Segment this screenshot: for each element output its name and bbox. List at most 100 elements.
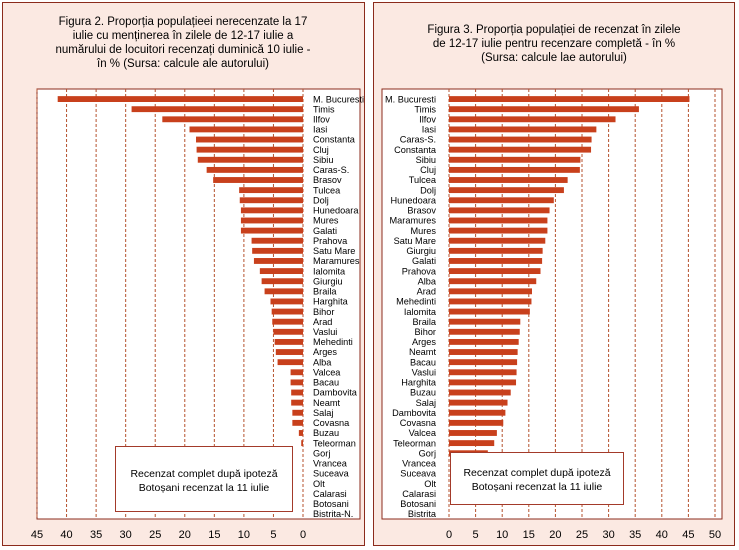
left-bar	[270, 298, 303, 305]
left-category-label: Gorj	[313, 448, 330, 458]
left-category-label: Vrancea	[313, 459, 348, 469]
right-category-label: Calarasi	[402, 489, 436, 499]
left-title-line-4: în % (Sursa: calcule ale autorului)	[97, 58, 269, 70]
left-x-tick-label: 45	[31, 529, 43, 541]
right-bar	[449, 318, 521, 325]
right-bar	[449, 156, 581, 163]
right-bar	[449, 187, 564, 194]
right-bar	[449, 328, 520, 335]
right-category-label: Buzau	[410, 388, 436, 398]
right-category-label: Neamt	[409, 347, 437, 357]
left-x-tick-label: 15	[208, 529, 220, 541]
left-category-label: Constanta	[313, 135, 356, 145]
right-x-tick-label: 10	[496, 529, 508, 541]
right-category-label: Arges	[412, 337, 436, 347]
right-bar	[449, 288, 532, 295]
right-title-line-2: de 12-17 iulie pentru recenzare completă…	[432, 38, 676, 50]
left-bar	[272, 318, 303, 325]
right-category-label: Galati	[412, 256, 436, 266]
left-bar	[264, 288, 303, 295]
left-category-label: Valcea	[313, 367, 341, 377]
right-category-label: Brasov	[407, 206, 436, 216]
left-bar	[240, 227, 303, 234]
right-category-label: Constanta	[394, 145, 437, 155]
left-bar	[259, 268, 303, 275]
left-legend-line-1: Recenzat complet după ipoteză	[130, 468, 278, 480]
right-title-line-1: Figura 3. Proporția populației de recenz…	[427, 24, 681, 36]
right-bar	[449, 258, 543, 264]
left-category-label: Buzau	[313, 428, 339, 438]
right-bar	[449, 308, 530, 315]
right-category-label: Gorj	[419, 448, 436, 458]
right-category-label: Caras-S.	[400, 135, 436, 145]
right-category-label: Salaj	[416, 398, 436, 408]
right-category-label: Olt	[424, 479, 436, 489]
right-legend-box: Recenzat complet după ipoteză Botoșani r…	[450, 452, 624, 505]
right-x-tick-label: 0	[446, 529, 452, 541]
right-category-label: M. Bucuresti	[385, 94, 436, 104]
right-x-tick-label: 35	[629, 529, 641, 541]
left-category-label: Sibiu	[313, 155, 333, 165]
left-category-label: Covasna	[313, 418, 350, 428]
left-x-tick-label: 25	[149, 529, 161, 541]
left-bar	[273, 328, 303, 335]
right-category-label: Ialomita	[404, 307, 437, 317]
right-bar	[449, 197, 554, 204]
left-category-label: Brasov	[313, 175, 342, 185]
left-bar	[57, 96, 303, 102]
right-category-label: Valcea	[409, 428, 437, 438]
left-bar	[298, 430, 303, 436]
left-category-label: Timis	[313, 104, 335, 114]
left-category-label: Giurgiu	[313, 276, 343, 286]
right-chart-title: Figura 3. Proporția populației de recenz…	[394, 23, 714, 65]
right-bar	[449, 207, 550, 214]
right-x-tick-label: 30	[602, 529, 614, 541]
left-category-label: Olt	[313, 479, 325, 489]
left-category-label: Galati	[313, 226, 337, 236]
right-bar	[449, 278, 537, 285]
right-bar	[449, 227, 548, 234]
right-category-label: Covasna	[400, 418, 437, 428]
right-bar	[449, 389, 511, 396]
right-bar-chart: 0 5 10 15 20 25 30 35 40 45 50 M. BucurestiTimisIlf…	[381, 88, 723, 541]
left-category-label: Braila	[313, 287, 337, 297]
left-category-label: Alba	[313, 357, 332, 367]
right-category-label: Dolj	[420, 185, 436, 195]
right-category-label: Satu Mare	[394, 236, 436, 246]
left-bar	[291, 399, 303, 406]
left-category-label: Salaj	[313, 408, 333, 418]
right-bar	[449, 116, 616, 123]
right-category-label: Bistrita	[408, 509, 437, 519]
right-category-label: Maramures	[390, 216, 437, 226]
left-bar	[196, 136, 303, 143]
right-bar	[449, 136, 592, 143]
left-category-label: Harghita	[313, 297, 349, 307]
left-bar	[213, 177, 303, 183]
left-chart-panel: Figura 2. Proporția populațieei nerecenz…	[2, 2, 365, 546]
left-category-label: Hunedoara	[313, 206, 359, 216]
right-bar	[449, 430, 497, 436]
left-category-label: Neamt	[313, 398, 341, 408]
left-category-label: Bihor	[313, 307, 334, 317]
left-bar	[196, 146, 303, 153]
left-chart-title: Figura 2. Proporția populațieei nerecenz…	[23, 15, 343, 71]
right-bar	[449, 409, 506, 416]
right-bar	[449, 96, 690, 102]
right-bar	[449, 298, 532, 305]
right-category-label: Sibiu	[416, 155, 436, 165]
left-category-label: Mehedinti	[313, 337, 353, 347]
right-category-label: Teleorman	[393, 438, 436, 448]
right-x-tick-label: 15	[523, 529, 535, 541]
left-x-tick-label: 0	[300, 529, 306, 541]
left-category-label: Ialomita	[313, 266, 346, 276]
right-category-label: Cluj	[420, 165, 436, 175]
left-title-line-1: Figura 2. Proporția populațieei nerecenz…	[58, 16, 308, 28]
left-bar	[277, 359, 303, 366]
right-category-label: Suceava	[400, 469, 437, 479]
left-bar	[253, 258, 303, 264]
left-category-label: Suceava	[313, 469, 350, 479]
right-category-label: Vrancea	[402, 459, 437, 469]
left-category-label: Maramures	[313, 256, 360, 266]
right-category-label: Vaslui	[412, 367, 436, 377]
right-x-tick-label: 5	[473, 529, 479, 541]
